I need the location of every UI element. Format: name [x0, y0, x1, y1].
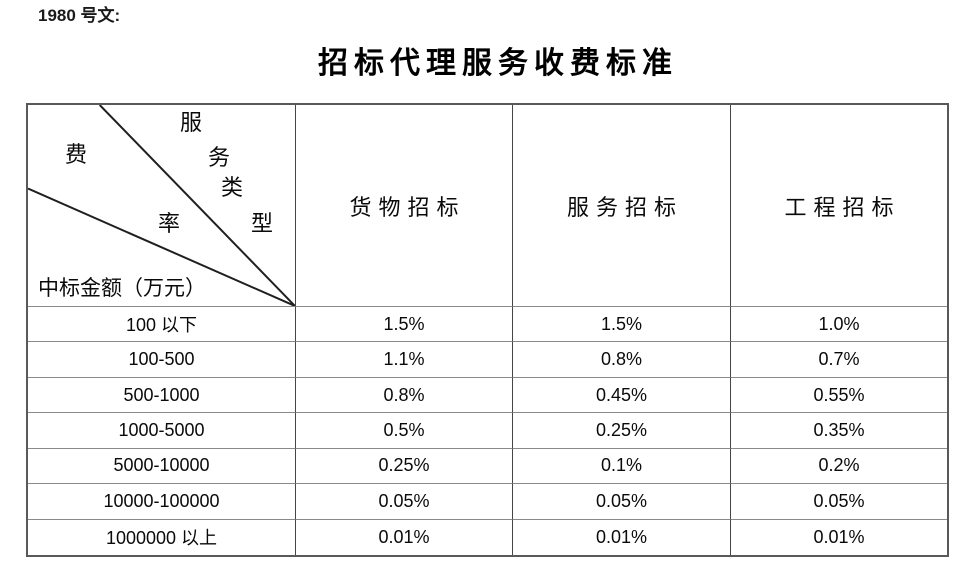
fee-value: 0.25%: [513, 413, 731, 449]
diagonal-split-lines: [28, 105, 295, 306]
fee-value: 0.35%: [731, 413, 947, 449]
fee-value: 0.7%: [731, 342, 947, 378]
row-label: 5000-10000: [28, 448, 296, 485]
fee-axis-char: 费: [65, 142, 88, 167]
fee-value: 1.5%: [513, 307, 731, 343]
fee-standard-table: 服 务 类 型 费 率 中标金额（万元） 货物招标 服务招标 工程招标 100 …: [26, 103, 949, 557]
column-header-services: 服务招标: [513, 105, 731, 307]
amount-axis-label: 中标金额（万元）: [38, 276, 206, 300]
fee-value: 0.05%: [731, 484, 947, 520]
fee-value: 0.01%: [813, 526, 865, 547]
fee-value: 0.25%: [296, 448, 513, 485]
fee-axis-char: 率: [158, 211, 181, 236]
row-label: 1000000 以上: [28, 519, 296, 555]
fee-value: 0.8%: [513, 342, 731, 378]
fee-value: 0.05%: [296, 484, 513, 520]
row-label: 500-1000: [28, 377, 296, 414]
fee-value: 1.0%: [731, 307, 947, 343]
type-axis-char: 服: [180, 110, 203, 135]
fee-value: 0.55%: [731, 378, 947, 414]
type-axis-char: 型: [251, 211, 274, 236]
fee-value: 0.05%: [513, 484, 731, 520]
doc-number-label: 1980 号文:: [38, 6, 121, 25]
type-axis-char: 类: [221, 175, 244, 200]
fee-value: 0.45%: [513, 377, 731, 414]
type-axis-char: 务: [208, 145, 231, 170]
row-label: 1000-5000: [28, 413, 296, 449]
fee-value: 0.01%: [513, 519, 731, 555]
row-label: 100 以下: [28, 307, 296, 343]
row-label: 100-500: [28, 342, 296, 378]
fee-value: 1.1%: [296, 342, 513, 378]
fee-value: 0.8%: [296, 377, 513, 414]
fee-value: 1.5%: [296, 307, 513, 343]
fee-value: 0.1%: [513, 448, 731, 485]
fee-value: 0.01%: [296, 519, 513, 555]
column-header-works: 工程招标: [731, 105, 947, 307]
diagonal-header-cell: 服 务 类 型 费 率 中标金额（万元）: [28, 105, 296, 307]
row-label: 10000-100000: [28, 484, 296, 520]
fee-value: 0.5%: [296, 413, 513, 449]
column-header-goods: 货物招标: [296, 105, 513, 307]
fee-value: 0.2%: [731, 449, 947, 485]
page-title: 招标代理服务收费标准: [318, 47, 678, 80]
